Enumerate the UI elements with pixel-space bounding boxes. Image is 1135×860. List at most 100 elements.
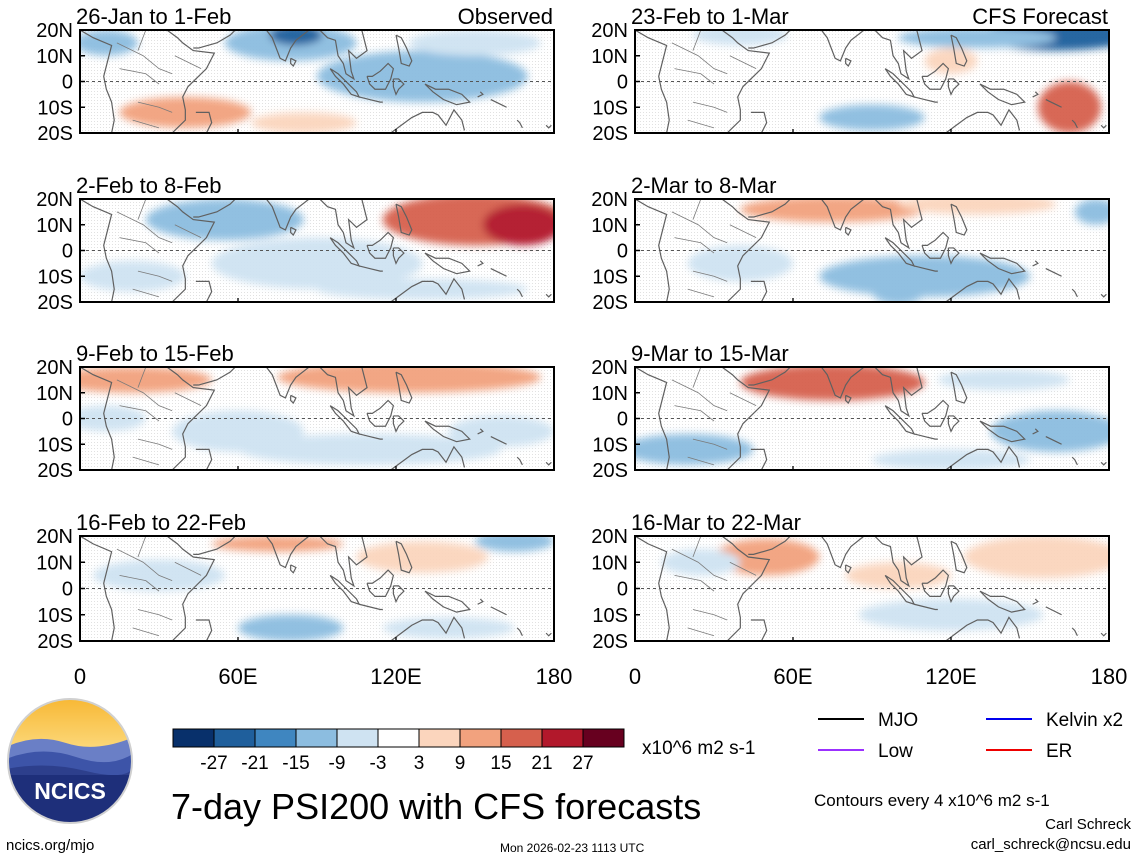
coastlines — [635, 199, 1107, 302]
coastline — [490, 267, 507, 277]
x-tick-label: 180 — [536, 664, 573, 689]
country-border — [119, 237, 160, 254]
legend-label: Low — [878, 741, 913, 762]
contour-note: Contours every 4 x10^6 m2 s-1 — [814, 791, 1050, 810]
anomaly-blob — [80, 367, 212, 393]
anomaly-blob — [692, 30, 788, 46]
coastline — [358, 433, 383, 440]
panel-period-label: 2-Feb to 8-Feb — [76, 173, 222, 198]
anomaly-blob — [924, 48, 978, 74]
coastline — [366, 399, 395, 427]
anomaly-blob — [145, 199, 304, 241]
coastline — [950, 371, 968, 404]
coastline — [1032, 598, 1039, 605]
coastline — [935, 108, 1021, 133]
y-tick-label: 20S — [592, 460, 628, 482]
ncics-logo: NCICS — [6, 697, 134, 825]
anomaly-blob — [845, 562, 951, 589]
y-tick-label: 10S — [37, 434, 73, 456]
country-border — [692, 367, 702, 388]
coastline — [1045, 435, 1062, 445]
coastline — [979, 590, 1026, 613]
coastline — [166, 536, 216, 641]
y-tick-label: 10S — [592, 434, 628, 456]
y-tick-label: 20S — [592, 631, 628, 653]
coastline — [874, 536, 923, 588]
coastline — [545, 632, 552, 637]
y-tick-label: 0 — [617, 72, 628, 94]
anomaly-blob — [937, 369, 1070, 391]
y-tick-label: 10N — [36, 215, 73, 237]
country-border — [674, 237, 715, 254]
y-tick-label: 20N — [36, 189, 73, 211]
coastline — [921, 399, 950, 427]
colorbar-swatch — [336, 728, 379, 748]
y-tick-label: 0 — [62, 241, 73, 263]
coastlines — [80, 30, 552, 133]
coastline — [721, 367, 771, 470]
legend-label: MJO — [878, 710, 918, 731]
coastline — [935, 445, 1021, 470]
coastline — [913, 265, 938, 272]
coastline — [947, 78, 960, 96]
author-email[interactable]: carl_schreck@ncsu.edu — [970, 836, 1131, 853]
legend-label: Kelvin x2 — [1046, 710, 1123, 731]
anomaly-blob — [80, 260, 186, 292]
colorbar-units: x10^6 m2 s-1 — [642, 738, 756, 759]
country-border — [729, 392, 757, 406]
coastline — [193, 536, 236, 555]
colorbar-swatch — [172, 728, 215, 748]
panel-period-label: 9-Mar to 15-Mar — [631, 341, 789, 366]
coastline — [947, 247, 960, 265]
colorbar-swatch — [418, 728, 461, 748]
country-border — [119, 405, 160, 422]
coastline — [845, 57, 852, 68]
coastline — [845, 226, 852, 237]
y-tick-label: 10N — [36, 46, 73, 68]
country-border — [116, 211, 173, 244]
country-border — [132, 119, 160, 129]
coastline — [380, 445, 466, 470]
y-tick-label: 10N — [36, 383, 73, 405]
anomaly-blob — [635, 433, 754, 465]
country-border — [671, 548, 728, 581]
coastline — [545, 124, 552, 129]
coastline — [256, 30, 310, 62]
coastline — [193, 367, 236, 386]
anomaly-blob — [990, 410, 1109, 452]
coastline — [845, 394, 852, 405]
x-tick-label: 60E — [218, 664, 257, 689]
coastline — [477, 260, 484, 267]
column-source-label: CFS Forecast — [972, 4, 1108, 29]
coastline — [80, 536, 115, 641]
country-border — [132, 456, 160, 466]
country-border — [671, 379, 728, 412]
y-tick-label: 10N — [36, 552, 73, 574]
coastline — [1045, 98, 1062, 108]
coastline — [516, 288, 523, 298]
coastline — [366, 231, 395, 259]
coastline — [947, 585, 960, 604]
y-tick-label: 0 — [62, 409, 73, 431]
coastline — [80, 367, 115, 470]
anomaly-blob — [819, 104, 925, 131]
country-border — [692, 199, 702, 220]
coastline — [392, 415, 405, 433]
country-border — [692, 270, 728, 282]
coastline — [979, 252, 1026, 275]
y-tick-label: 20S — [37, 460, 73, 482]
y-tick-label: 10N — [591, 46, 628, 68]
country-border — [174, 224, 202, 238]
country-border — [671, 211, 728, 244]
coastline — [380, 277, 466, 302]
legend-label: ER — [1046, 741, 1072, 762]
anomaly-blob — [251, 112, 357, 133]
colorbar-tick-label: 3 — [414, 753, 425, 774]
coastline — [748, 536, 791, 555]
anomaly-blob — [237, 614, 344, 641]
coastline — [721, 199, 771, 302]
website-link[interactable]: ncics.org/mjo — [6, 837, 95, 854]
anomaly-blob — [687, 245, 793, 282]
coastline — [193, 30, 236, 49]
coastline — [477, 91, 484, 98]
